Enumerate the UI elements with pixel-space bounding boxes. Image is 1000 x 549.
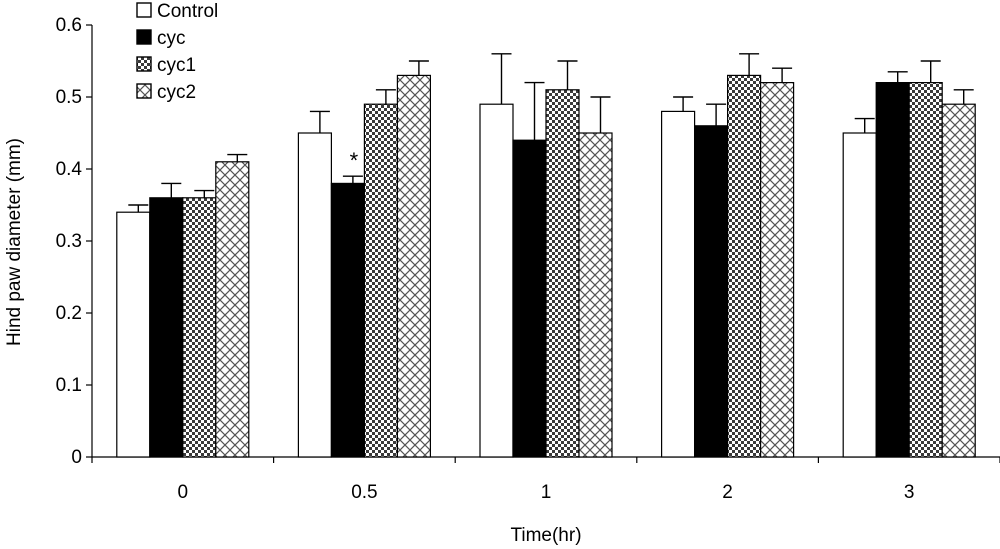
y-tick-label: 0.4	[56, 159, 83, 180]
bar-cyc2-0	[215, 161, 250, 458]
significance-annotation: *	[350, 148, 359, 173]
legend-label-cyc: cyc	[157, 28, 186, 49]
x-tick-label: 2	[722, 482, 733, 503]
bar-cyc1-2	[726, 74, 762, 458]
bar-cyc-0	[149, 197, 184, 458]
x-tick-label: 1	[541, 482, 552, 503]
bar-cyc1-0	[182, 197, 217, 458]
bar-control-1	[479, 103, 514, 458]
x-axis-title: Time(hr)	[510, 525, 581, 546]
bar-cyc-2	[693, 125, 729, 458]
legend-label-cyc2: cyc2	[157, 82, 196, 103]
x-tick-label: 0	[178, 482, 189, 503]
bar-cyc2-0_5	[396, 74, 431, 458]
bar-cyc2-1	[578, 132, 613, 458]
y-tick-label: 0.5	[56, 87, 82, 108]
x-tick-label: 0.5	[351, 482, 377, 503]
legend-label-cyc1: cyc1	[157, 55, 196, 76]
bar-cyc1-1	[545, 89, 580, 458]
bar-control-0_5	[297, 132, 332, 458]
bar-control-0	[116, 211, 151, 458]
y-tick-label: 0.1	[56, 375, 82, 396]
bar-cyc2-3	[941, 103, 976, 458]
bar-cyc-0_5	[330, 182, 365, 458]
x-tick-label: 3	[904, 482, 915, 503]
bar-cyc1-3	[908, 81, 943, 458]
y-axis-title: Hind paw diameter (mm)	[4, 138, 25, 346]
y-tick-label: 0	[71, 447, 82, 468]
bar-control-3	[842, 132, 877, 458]
y-tick-label: 0.3	[56, 231, 82, 252]
legend-label-control: Control	[157, 1, 218, 22]
bar-cyc2-2	[759, 81, 795, 458]
legend-swatch-cyc	[136, 29, 152, 45]
bar-cyc1-0_5	[363, 103, 398, 458]
y-tick-label: 0.6	[56, 15, 82, 36]
legend-swatch-cyc2	[136, 83, 152, 99]
legend-swatch-cyc1	[136, 56, 152, 72]
y-tick-label: 0.2	[56, 303, 82, 324]
bar-control-2	[660, 110, 696, 458]
legend-swatch-control	[136, 2, 152, 18]
bar-cyc-3	[875, 81, 910, 458]
bar-cyc-1	[512, 139, 547, 458]
